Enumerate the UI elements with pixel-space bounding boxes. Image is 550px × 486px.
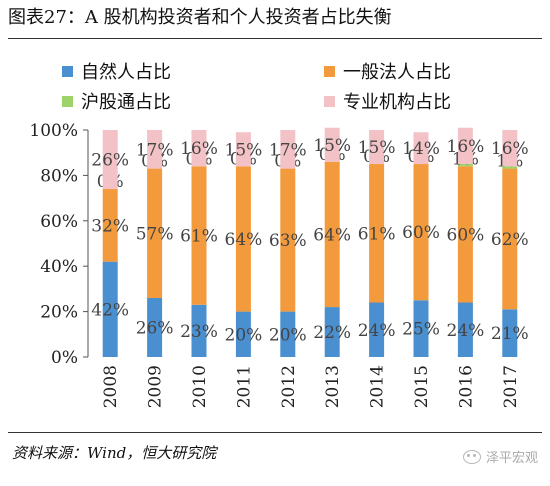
bar-general_corporate-2013 <box>324 161 340 308</box>
bar-institutional-2011 <box>235 132 251 167</box>
bar-institutional-2015 <box>413 132 429 165</box>
bar-individual-2011 <box>235 311 251 357</box>
y-tick-label: 60% <box>40 212 78 232</box>
legend-item-general-corporate: 一般法人占比 <box>324 58 451 84</box>
bar-general_corporate-2015 <box>413 164 429 301</box>
legend-swatch-general-corporate <box>324 65 335 77</box>
legend-label-northbound: 沪股通占比 <box>81 92 171 113</box>
data-label-general_corporate-2009: 57% <box>136 224 174 244</box>
data-label-individual-2015: 25% <box>402 320 440 340</box>
data-label-institutional-2010: 16% <box>180 139 218 159</box>
bar-general_corporate-2009 <box>147 168 163 298</box>
bar-institutional-2017 <box>502 130 518 167</box>
bar-individual-2017 <box>502 309 518 357</box>
legend-item-northbound: 沪股通占比 <box>62 88 171 114</box>
data-label-general_corporate-2011: 64% <box>225 230 263 250</box>
data-label-individual-2016: 24% <box>447 321 485 341</box>
bar-general_corporate-2011 <box>235 166 251 312</box>
bar-individual-2012 <box>280 311 296 357</box>
legend-swatch-individual <box>62 65 73 77</box>
legend-swatch-institutional <box>324 95 335 107</box>
legend-label-individual: 自然人占比 <box>81 62 171 83</box>
bar-individual-2009 <box>147 297 163 357</box>
legend-label-general-corporate: 一般法人占比 <box>343 62 451 83</box>
bar-institutional-2008 <box>102 130 118 190</box>
data-label-institutional-2008: 26% <box>91 151 129 171</box>
bar-individual-2013 <box>324 307 340 357</box>
bar-institutional-2014 <box>369 130 385 165</box>
bar-northbound-2017 <box>502 166 518 169</box>
x-tick-label-2013: 2013 <box>323 365 343 408</box>
x-tick-label-2010: 2010 <box>190 365 210 408</box>
data-label-individual-2009: 26% <box>136 318 174 338</box>
bar-individual-2008 <box>102 261 118 357</box>
data-label-individual-2012: 20% <box>269 325 307 345</box>
y-tick-label: 80% <box>40 166 78 186</box>
bar-general_corporate-2014 <box>369 164 385 303</box>
legend-item-institutional: 专业机构占比 <box>324 88 451 114</box>
y-tick-label: 0% <box>51 348 78 368</box>
bar-general_corporate-2010 <box>191 166 207 305</box>
chart-title: 图表27：A 股机构投资者和个人投资者占比失衡 <box>8 7 392 28</box>
bar-general_corporate-2016 <box>457 166 473 303</box>
x-tick-label-2017: 2017 <box>501 365 521 408</box>
x-tick-label-2008: 2008 <box>101 365 121 408</box>
source-note: 资料来源：Wind，恒大研究院 <box>12 444 217 462</box>
data-label-institutional-2016: 16% <box>447 137 485 157</box>
data-label-general_corporate-2008: 32% <box>91 216 129 236</box>
x-tick-label-2014: 2014 <box>368 365 388 408</box>
data-label-institutional-2017: 16% <box>491 139 529 159</box>
bar-individual-2015 <box>413 300 429 357</box>
bar-institutional-2013 <box>324 127 340 162</box>
data-label-general_corporate-2012: 63% <box>269 231 307 251</box>
data-label-general_corporate-2017: 62% <box>491 230 529 250</box>
legend-item-individual: 自然人占比 <box>62 58 171 84</box>
watermark: 泽平宏观 <box>462 447 538 466</box>
bar-general_corporate-2012 <box>280 168 296 312</box>
data-label-general_corporate-2014: 61% <box>358 224 396 244</box>
data-label-general_corporate-2010: 61% <box>180 227 218 247</box>
data-label-individual-2010: 23% <box>180 322 218 342</box>
legend-swatch-northbound <box>62 95 73 107</box>
bar-individual-2010 <box>191 304 207 357</box>
bar-institutional-2010 <box>191 130 207 167</box>
data-label-individual-2013: 22% <box>313 323 351 343</box>
data-label-institutional-2012: 17% <box>269 140 307 160</box>
data-label-individual-2008: 42% <box>91 300 129 320</box>
legend-label-institutional: 专业机构占比 <box>343 92 451 113</box>
data-label-individual-2011: 20% <box>225 325 263 345</box>
data-label-individual-2014: 24% <box>358 321 396 341</box>
bar-individual-2016 <box>457 302 473 357</box>
data-label-institutional-2009: 17% <box>136 140 174 160</box>
bar-general_corporate-2008 <box>102 189 118 262</box>
data-label-institutional-2013: 15% <box>313 136 351 156</box>
data-label-individual-2017: 21% <box>491 324 529 344</box>
x-tick-label-2011: 2011 <box>234 365 254 408</box>
bar-general_corporate-2017 <box>502 168 518 310</box>
data-label-institutional-2014: 15% <box>358 138 396 158</box>
y-tick-label: 20% <box>40 303 78 323</box>
bar-institutional-2009 <box>147 130 163 169</box>
footer-divider <box>8 432 542 433</box>
watermark-label: 泽平宏观 <box>485 451 538 466</box>
data-label-general_corporate-2015: 60% <box>402 223 440 243</box>
data-label-institutional-2011: 15% <box>225 140 263 160</box>
wechat-icon <box>462 449 481 464</box>
x-tick-label-2009: 2009 <box>146 365 166 408</box>
y-tick-label: 100% <box>29 121 78 141</box>
chart-legend: 自然人占比 一般法人占比 沪股通占比 专业机构占比 <box>62 58 532 118</box>
data-label-general_corporate-2013: 64% <box>313 225 351 245</box>
bar-northbound-2016 <box>457 164 473 167</box>
bar-individual-2014 <box>369 302 385 357</box>
bar-institutional-2016 <box>457 127 473 165</box>
data-label-institutional-2015: 14% <box>402 139 440 159</box>
title-divider <box>8 38 542 39</box>
data-label-general_corporate-2016: 60% <box>447 225 485 245</box>
x-tick-label-2015: 2015 <box>412 365 432 408</box>
x-tick-label-2012: 2012 <box>279 365 299 408</box>
x-tick-label-2016: 2016 <box>456 365 476 408</box>
y-tick-label: 40% <box>40 257 78 277</box>
bar-institutional-2012 <box>280 130 296 169</box>
